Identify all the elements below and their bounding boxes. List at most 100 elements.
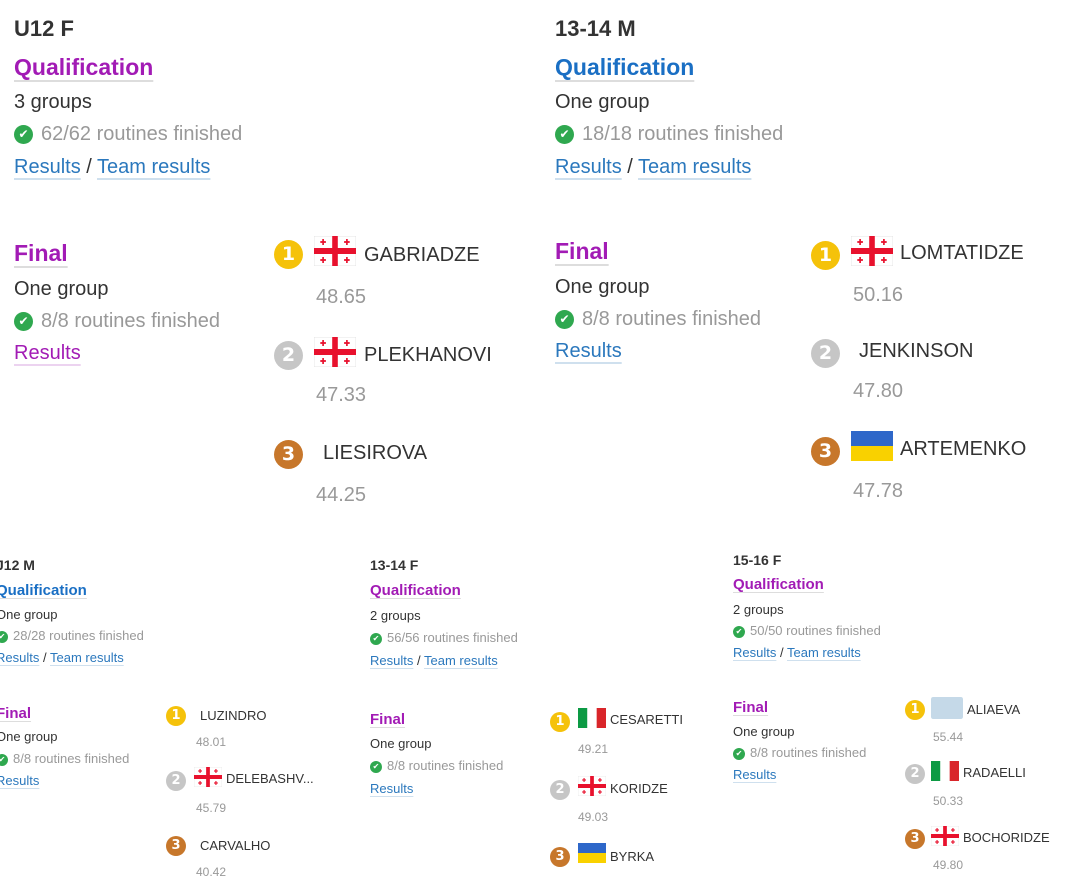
athlete-name[interactable]: LIESIROVA: [323, 442, 428, 464]
athlete-score: 47.33: [316, 384, 367, 406]
gold-medal-icon: 1: [166, 706, 186, 726]
athlete-score: 49.03: [578, 810, 609, 824]
qualification-heading[interactable]: Qualification: [555, 54, 695, 80]
team-results-link[interactable]: Team results: [97, 156, 211, 178]
team-results-link[interactable]: Team results: [50, 650, 124, 665]
silver-medal-icon: 2: [811, 339, 840, 368]
final-results-link[interactable]: Results: [0, 773, 40, 788]
athlete-name[interactable]: DELEBASHV...: [226, 771, 314, 786]
georgia-flag-icon: [578, 776, 606, 796]
qualification-status: ✔ 56/56 routines finished: [370, 630, 518, 645]
check-icon: ✔: [0, 630, 8, 643]
athlete-name[interactable]: LOMTATIDZE: [900, 242, 1024, 264]
qualification-links: Results / Team results: [14, 156, 210, 179]
final-heading[interactable]: Final: [733, 699, 769, 716]
silver-medal-icon: 2: [905, 764, 925, 784]
final-results-link[interactable]: Results: [14, 342, 81, 364]
qualification-links: Results / Team results: [370, 653, 498, 668]
routines-finished: 8/8 routines finished: [41, 310, 221, 332]
athlete-score: 44.25: [316, 484, 367, 506]
final-status: ✔ 8/8 routines finished: [370, 758, 503, 773]
final-heading[interactable]: Final: [370, 711, 406, 728]
gold-medal-icon: 1: [550, 712, 570, 732]
athlete-name[interactable]: PLEKHANOVI: [364, 344, 492, 366]
routines-finished: 62/62 routines finished: [41, 123, 243, 145]
athlete-name[interactable]: BOCHORIDZE: [963, 830, 1050, 845]
final-groups: One group: [733, 724, 795, 739]
final-results-link[interactable]: Results: [555, 340, 622, 362]
athlete-name[interactable]: KORIDZE: [610, 781, 668, 796]
team-results-link[interactable]: Team results: [787, 645, 861, 660]
qualification-heading[interactable]: Qualification: [0, 582, 87, 599]
qualification-links: Results / Team results: [733, 645, 861, 660]
routines-finished: 50/50 routines finished: [750, 623, 881, 638]
final-heading[interactable]: Final: [0, 705, 32, 722]
athlete-name[interactable]: RADAELLI: [963, 765, 1026, 780]
routines-finished: 18/18 routines finished: [582, 123, 784, 145]
athlete-name[interactable]: JENKINSON: [859, 340, 974, 362]
athlete-name[interactable]: ARTEMENKO: [900, 438, 1027, 460]
italy-flag-icon: [578, 708, 606, 728]
athlete-score: 47.80: [853, 380, 904, 402]
link-separator: /: [627, 156, 633, 178]
final-status: ✔ 8/8 routines finished: [555, 308, 761, 331]
category-card-u12m: J12 M Qualification One group ✔ 28/28 rou…: [0, 545, 336, 879]
routines-finished: 56/56 routines finished: [387, 630, 518, 645]
results-link[interactable]: Results: [14, 156, 81, 178]
gold-medal-icon: 1: [905, 700, 925, 720]
qualification-groups: 3 groups: [14, 91, 92, 113]
qualification-heading[interactable]: Qualification: [14, 54, 154, 80]
team-results-link[interactable]: Team results: [638, 156, 752, 178]
routines-finished: 8/8 routines finished: [750, 745, 867, 760]
check-icon: ✔: [733, 747, 745, 760]
athlete-score: 45.79: [196, 801, 227, 815]
final-groups: One group: [0, 729, 58, 744]
qualification-groups: 2 groups: [370, 608, 421, 623]
final-results-link[interactable]: Results: [370, 781, 414, 796]
final-status: ✔ 8/8 routines finished: [733, 745, 866, 760]
results-link[interactable]: Results: [733, 645, 777, 660]
qualification-links: Results / Team results: [555, 156, 751, 179]
routines-finished: 8/8 routines finished: [387, 758, 504, 773]
final-status: ✔ 8/8 routines finished: [14, 310, 220, 333]
check-icon: ✔: [14, 125, 33, 145]
athlete-name[interactable]: CARVALHO: [200, 838, 271, 853]
silver-medal-icon: 2: [274, 341, 303, 370]
final-results-link[interactable]: Results: [733, 767, 777, 782]
category-card-u12f: U12 F Qualification 3 groups ✔ 62/62 rout…: [14, 0, 534, 510]
check-icon: ✔: [14, 312, 33, 332]
qualification-status: ✔ 62/62 routines finished: [14, 123, 242, 146]
bronze-medal-icon: 3: [811, 437, 840, 466]
check-icon: ✔: [370, 760, 382, 773]
athlete-score: 48.01: [196, 735, 227, 749]
category-card-13-14f: 13-14 F Qualification 2 groups ✔ 56/56 ro…: [370, 545, 710, 878]
athlete-name[interactable]: GABRIADZE: [364, 244, 480, 266]
results-link[interactable]: Results: [555, 156, 622, 178]
athlete-score: 50.16: [853, 284, 904, 306]
link-separator: /: [416, 653, 421, 668]
qualification-heading[interactable]: Qualification: [370, 582, 461, 599]
qualification-heading[interactable]: Qualification: [733, 576, 824, 593]
check-icon: ✔: [733, 625, 745, 638]
final-groups: One group: [555, 276, 650, 298]
qualification-groups: 2 groups: [733, 602, 784, 617]
routines-finished: 28/28 routines finished: [13, 628, 144, 643]
results-link[interactable]: Results: [370, 653, 414, 668]
team-results-link[interactable]: Team results: [424, 653, 498, 668]
final-heading[interactable]: Final: [14, 240, 68, 266]
athlete-name[interactable]: LUZINDRO: [200, 708, 267, 723]
link-separator: /: [779, 645, 784, 660]
link-separator: /: [86, 156, 92, 178]
athlete-name[interactable]: ALIAEVA: [967, 702, 1021, 717]
ukraine-flag-icon: [578, 843, 606, 863]
athlete-score: 47.78: [853, 480, 904, 502]
results-link[interactable]: Results: [0, 650, 40, 665]
athlete-name[interactable]: CESARETTI: [610, 712, 683, 727]
qualification-status: ✔ 28/28 routines finished: [0, 628, 144, 643]
athlete-name[interactable]: BYRKA: [610, 849, 655, 864]
qualification-groups: One group: [555, 91, 650, 113]
final-heading[interactable]: Final: [555, 238, 609, 264]
georgia-flag-icon: [851, 236, 893, 266]
final-groups: One group: [370, 736, 432, 751]
silver-medal-icon: 2: [166, 771, 186, 791]
